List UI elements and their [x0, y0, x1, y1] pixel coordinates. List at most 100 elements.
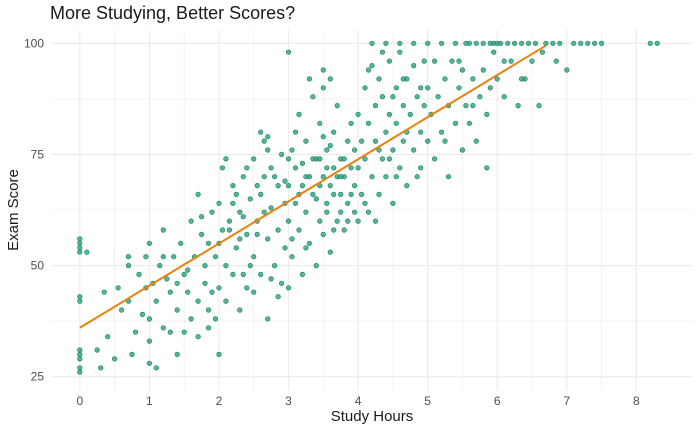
- trend-line: [79, 44, 547, 329]
- data-point: [94, 347, 100, 353]
- data-point: [578, 40, 584, 46]
- tick-labels: 0 1 2 3 4 5 6 7 8 25 50 75 100: [24, 36, 640, 408]
- data-point: [383, 129, 389, 135]
- data-point: [320, 174, 326, 180]
- data-point: [285, 183, 292, 189]
- data-point: [369, 62, 375, 69]
- data-point: [338, 191, 344, 197]
- data-point: [393, 174, 399, 180]
- data-point: [365, 67, 372, 73]
- data-point: [400, 76, 406, 82]
- data-point: [543, 40, 549, 46]
- data-point: [303, 209, 309, 215]
- data-point: [456, 85, 462, 91]
- data-point: [303, 174, 309, 180]
- data-point: [501, 94, 507, 100]
- data-point: [167, 289, 173, 295]
- data-point: [289, 254, 295, 260]
- x-tick-label: 3: [285, 394, 292, 408]
- data-point: [160, 227, 166, 233]
- data-point: [77, 245, 83, 251]
- data-point: [348, 165, 354, 171]
- data-point: [230, 271, 236, 278]
- data-point: [341, 227, 347, 233]
- data-point: [393, 85, 399, 91]
- data-point: [251, 289, 257, 295]
- data-point: [459, 67, 466, 73]
- data-point: [411, 62, 417, 69]
- data-point: [539, 49, 546, 55]
- x-tick-label: 4: [355, 394, 362, 408]
- data-point: [331, 129, 337, 135]
- data-point: [550, 40, 556, 46]
- data-point: [185, 289, 191, 295]
- data-point: [254, 231, 260, 237]
- data-point: [77, 294, 83, 300]
- data-point: [202, 263, 208, 269]
- data-point: [338, 209, 344, 215]
- data-point: [292, 129, 299, 135]
- data-point: [251, 254, 257, 260]
- x-tick-label: 6: [494, 394, 501, 408]
- data-point: [425, 138, 431, 144]
- data-point: [418, 129, 424, 135]
- y-axis-title: Exam Score: [5, 169, 22, 251]
- data-point: [320, 85, 326, 91]
- data-point: [216, 351, 222, 358]
- data-point: [240, 214, 246, 220]
- data-point: [146, 316, 152, 322]
- data-points: [77, 40, 660, 375]
- data-point: [265, 316, 271, 322]
- data-point: [324, 209, 330, 215]
- data-point: [268, 276, 274, 282]
- data-point: [77, 356, 83, 362]
- data-point: [418, 85, 424, 91]
- data-point: [320, 134, 326, 140]
- data-point: [289, 236, 295, 242]
- data-point: [470, 102, 476, 109]
- data-point: [383, 174, 389, 180]
- data-point: [352, 147, 358, 153]
- data-point: [397, 40, 403, 46]
- data-point: [463, 40, 469, 46]
- data-point: [223, 298, 229, 304]
- data-point: [174, 280, 180, 286]
- data-point: [261, 138, 267, 144]
- chart-title: More Studying, Better Scores?: [50, 3, 296, 23]
- x-tick-label: 8: [633, 394, 640, 408]
- data-point: [452, 40, 459, 46]
- data-point: [397, 49, 403, 55]
- data-point: [272, 263, 278, 269]
- data-point: [146, 338, 152, 344]
- data-point: [348, 120, 354, 126]
- data-point: [480, 40, 486, 46]
- data-point: [101, 289, 107, 295]
- data-point: [230, 200, 236, 206]
- data-point: [167, 329, 173, 335]
- data-point: [77, 236, 83, 242]
- data-point: [425, 40, 431, 46]
- data-point: [268, 205, 274, 211]
- data-point: [299, 160, 306, 166]
- data-point: [442, 138, 448, 144]
- data-point: [324, 147, 330, 153]
- data-point: [320, 67, 326, 73]
- data-point: [317, 218, 323, 224]
- data-point: [202, 280, 208, 286]
- data-point: [237, 307, 243, 313]
- data-point: [355, 111, 361, 117]
- data-point: [188, 218, 194, 224]
- data-point: [352, 209, 358, 215]
- data-point: [226, 227, 232, 233]
- data-point: [473, 138, 479, 144]
- data-point: [216, 200, 222, 206]
- data-point: [518, 40, 525, 46]
- data-point: [132, 329, 139, 335]
- data-point: [111, 356, 118, 362]
- data-point: [310, 156, 316, 162]
- data-point: [223, 263, 229, 269]
- data-point: [199, 214, 205, 220]
- data-point: [591, 40, 598, 46]
- data-point: [365, 120, 372, 126]
- data-point: [282, 245, 288, 251]
